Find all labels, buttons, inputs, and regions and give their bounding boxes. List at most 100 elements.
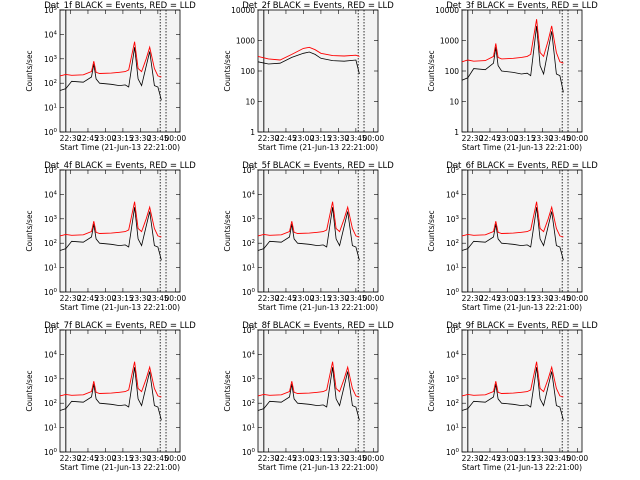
lld-line (59, 41, 162, 78)
x-tick-label: 00:00 (567, 134, 589, 143)
x-tick-label: 22:30 (462, 134, 484, 143)
lld-line (461, 19, 564, 64)
x-tick-label: 23:00 (497, 294, 519, 303)
y-tick-label: 103 (44, 375, 58, 384)
y-tick-label: 105 (44, 6, 58, 15)
x-axis-label: Start Time (21-Jun-13 22:21:00) (60, 303, 180, 312)
panel-title: Det_9f BLACK = Events, RED = LLD (446, 321, 598, 331)
y-tick-label: 10 (245, 98, 255, 107)
y-tick-label: 1000 (236, 37, 255, 46)
events-line (461, 25, 564, 93)
y-tick-label: 100 (445, 67, 460, 76)
y-tick-label: 102 (242, 239, 255, 248)
x-tick-label: 00:00 (363, 294, 385, 303)
x-axis-label: Start Time (21-Jun-13 22:21:00) (462, 303, 582, 312)
x-tick-label: 23:45 (345, 134, 367, 143)
panel-2: Det_2f BLACK = Events, RED = LLD 22:3022:… (223, 1, 394, 152)
events-line (461, 207, 564, 261)
events-line (59, 207, 162, 261)
y-tick-label: 102 (44, 79, 57, 88)
y-axis-label: Counts/sec (427, 210, 436, 251)
y-tick-label: 102 (44, 239, 57, 248)
panel-title: Det_8f BLACK = Events, RED = LLD (242, 321, 394, 331)
x-tick-label: 23:00 (95, 134, 117, 143)
panel-9: Det_9f BLACK = Events, RED = LLD 22:3022:… (427, 321, 598, 472)
x-tick-label: 23:30 (328, 454, 350, 463)
x-tick-label: 23:00 (293, 454, 315, 463)
y-tick-label: 105 (446, 326, 460, 335)
x-tick-label: 00:00 (363, 454, 385, 463)
panel-title: Det_5f BLACK = Events, RED = LLD (242, 161, 394, 171)
y-tick-label: 102 (446, 239, 459, 248)
x-tick-label: 23:15 (310, 454, 332, 463)
x-tick-label: 00:00 (165, 454, 187, 463)
x-axis-label: Start Time (21-Jun-13 22:21:00) (258, 303, 378, 312)
y-tick-label: 101 (446, 264, 459, 273)
x-axis-label: Start Time (21-Jun-13 22:21:00) (258, 143, 378, 152)
x-tick-label: 22:45 (479, 134, 501, 143)
plot-area (461, 329, 583, 453)
panel-4: Det_4f BLACK = Events, RED = LLD 22:3022:… (25, 161, 196, 312)
x-tick-label: 23:30 (328, 134, 350, 143)
lld-line (59, 201, 162, 238)
x-tick-label: 22:45 (77, 134, 99, 143)
y-tick-label: 104 (44, 190, 58, 199)
plot-area (59, 169, 181, 293)
lld-line (257, 201, 360, 238)
x-tick-label: 23:15 (112, 134, 134, 143)
plot-area (461, 169, 583, 293)
y-tick-label: 101 (44, 104, 57, 113)
x-tick-label: 23:00 (95, 454, 117, 463)
x-tick-label: 23:15 (112, 454, 134, 463)
y-tick-label: 103 (242, 215, 256, 224)
events-line (257, 367, 360, 421)
x-tick-label: 22:45 (275, 454, 297, 463)
y-tick-label: 105 (242, 326, 256, 335)
y-tick-label: 105 (44, 166, 58, 175)
x-tick-label: 23:00 (293, 294, 315, 303)
y-tick-label: 103 (44, 215, 58, 224)
x-tick-label: 23:15 (514, 134, 536, 143)
y-tick-label: 1000 (440, 37, 459, 46)
y-tick-label: 1 (250, 128, 255, 137)
y-tick-label: 100 (44, 448, 58, 457)
panel-title: Det_6f BLACK = Events, RED = LLD (446, 161, 598, 171)
y-tick-label: 100 (446, 448, 460, 457)
lld-line (59, 361, 162, 398)
x-tick-label: 23:45 (549, 294, 571, 303)
x-tick-label: 22:30 (258, 454, 280, 463)
y-tick-label: 103 (242, 375, 256, 384)
x-axis-label: Start Time (21-Jun-13 22:21:00) (258, 463, 378, 472)
y-axis-label: Counts/sec (25, 370, 34, 411)
y-tick-label: 100 (242, 288, 256, 297)
x-tick-label: 00:00 (363, 134, 385, 143)
panel-8: Det_8f BLACK = Events, RED = LLD 22:3022:… (223, 321, 394, 472)
panel-5: Det_5f BLACK = Events, RED = LLD 22:3022:… (223, 161, 394, 312)
y-axis-label: Counts/sec (427, 50, 436, 91)
x-tick-label: 23:45 (549, 134, 571, 143)
x-tick-label: 23:15 (514, 454, 536, 463)
x-tick-label: 23:00 (95, 294, 117, 303)
x-tick-label: 23:45 (147, 454, 169, 463)
x-tick-label: 23:45 (345, 454, 367, 463)
x-tick-label: 23:45 (147, 134, 169, 143)
panel-title: Det_4f BLACK = Events, RED = LLD (44, 161, 196, 171)
y-tick-label: 104 (446, 350, 460, 359)
y-tick-label: 100 (446, 288, 460, 297)
x-tick-label: 00:00 (165, 294, 187, 303)
plot-area (257, 329, 379, 453)
x-tick-label: 22:30 (60, 454, 82, 463)
y-tick-label: 105 (44, 326, 58, 335)
x-tick-label: 23:30 (130, 294, 152, 303)
lld-line (461, 361, 564, 398)
panel-7: Det_7f BLACK = Events, RED = LLD 22:3022:… (25, 321, 196, 472)
events-line (257, 51, 360, 75)
x-tick-label: 23:30 (532, 294, 554, 303)
x-tick-label: 23:45 (345, 294, 367, 303)
lld-line (257, 46, 360, 61)
y-axis-label: Counts/sec (427, 370, 436, 411)
x-tick-label: 22:45 (275, 134, 297, 143)
y-tick-label: 102 (242, 399, 255, 408)
y-tick-label: 104 (242, 190, 256, 199)
